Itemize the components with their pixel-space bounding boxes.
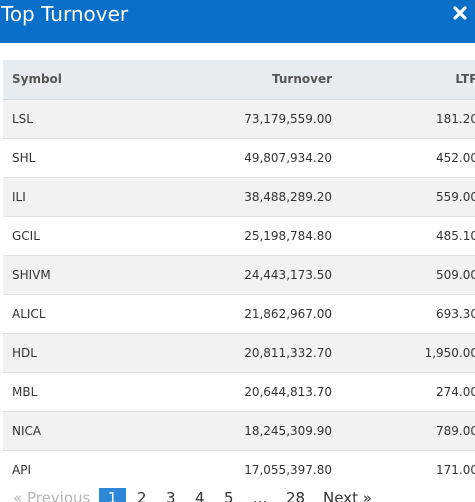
cell-symbol: LSL [3,98,162,138]
table-row[interactable]: SHL 49,807,934.20 452.00 [3,137,475,177]
table-row[interactable]: NICA 18,245,309.90 789.00 [3,410,475,450]
close-icon[interactable] [452,3,468,23]
table-body: LSL 73,179,559.00 181.20 SHL 49,807,934.20 45… [3,98,475,489]
cell-symbol: API [3,449,162,489]
pagination-next[interactable]: Next » [323,489,372,502]
cell-ltp: 171.00 [332,449,475,489]
pagination-page-5[interactable]: 5 [224,489,234,502]
cell-turnover: 20,811,332.70 [162,332,332,372]
cell-symbol: MBL [3,371,162,411]
column-header-symbol[interactable]: Symbol [3,60,162,100]
pagination-page-last[interactable]: 28 [286,489,306,502]
cell-symbol: HDL [3,332,162,372]
table-row[interactable]: ILI 38,488,289.20 559.00 [3,176,475,216]
pagination-page-4[interactable]: 4 [195,489,205,502]
cell-ltp: 559.00 [332,176,475,216]
table-row[interactable]: ALICL 21,862,967.00 693.30 [3,293,475,333]
modal-header: Top Turnover [0,0,475,43]
table-row[interactable]: HDL 20,811,332.70 1,950.00 [3,332,475,372]
pagination-page-1[interactable]: 1 [99,488,126,502]
cell-turnover: 24,443,173.50 [162,254,332,294]
column-header-ltp[interactable]: LTP [332,60,475,100]
cell-turnover: 18,245,309.90 [162,410,332,450]
cell-turnover: 73,179,559.00 [162,98,332,138]
table-row[interactable]: API 17,055,397.80 171.00 [3,449,475,489]
cell-symbol: SHIVM [3,254,162,294]
cell-turnover: 21,862,967.00 [162,293,332,333]
cell-ltp: 693.30 [332,293,475,333]
cell-symbol: GCIL [3,215,162,255]
cell-turnover: 17,055,397.80 [162,449,332,489]
table-row[interactable]: SHIVM 24,443,173.50 509.00 [3,254,475,294]
cell-turnover: 49,807,934.20 [162,137,332,177]
cell-ltp: 1,950.00 [332,332,475,372]
column-header-turnover[interactable]: Turnover [162,60,332,100]
cell-ltp: 509.00 [332,254,475,294]
table-row[interactable]: GCIL 25,198,784.80 485.10 [3,215,475,255]
cell-ltp: 274.00 [332,371,475,411]
table-header-row: Symbol Turnover LTP [3,60,475,100]
pagination: « Previous 1 2 3 4 5 ... 28 Next » [0,488,475,502]
pagination-ellipsis: ... [253,489,268,502]
cell-ltp: 452.00 [332,137,475,177]
pagination-page-2[interactable]: 2 [137,489,147,502]
cell-symbol: ALICL [3,293,162,333]
cell-ltp: 789.00 [332,410,475,450]
table-row[interactable]: LSL 73,179,559.00 181.20 [3,98,475,138]
cell-symbol: NICA [3,410,162,450]
cell-symbol: ILI [3,176,162,216]
pagination-previous[interactable]: « Previous [13,489,91,502]
cell-turnover: 20,644,813.70 [162,371,332,411]
cell-turnover: 38,488,289.20 [162,176,332,216]
cell-turnover: 25,198,784.80 [162,215,332,255]
turnover-table: Symbol Turnover LTP LSL 73,179,559.00 181.… [3,60,475,489]
modal-title: Top Turnover [1,2,129,26]
cell-ltp: 181.20 [332,98,475,138]
cell-symbol: SHL [3,137,162,177]
cell-ltp: 485.10 [332,215,475,255]
table-row[interactable]: MBL 20,644,813.70 274.00 [3,371,475,411]
turnover-table-container: Symbol Turnover LTP LSL 73,179,559.00 181.… [3,60,475,489]
pagination-page-3[interactable]: 3 [166,489,176,502]
